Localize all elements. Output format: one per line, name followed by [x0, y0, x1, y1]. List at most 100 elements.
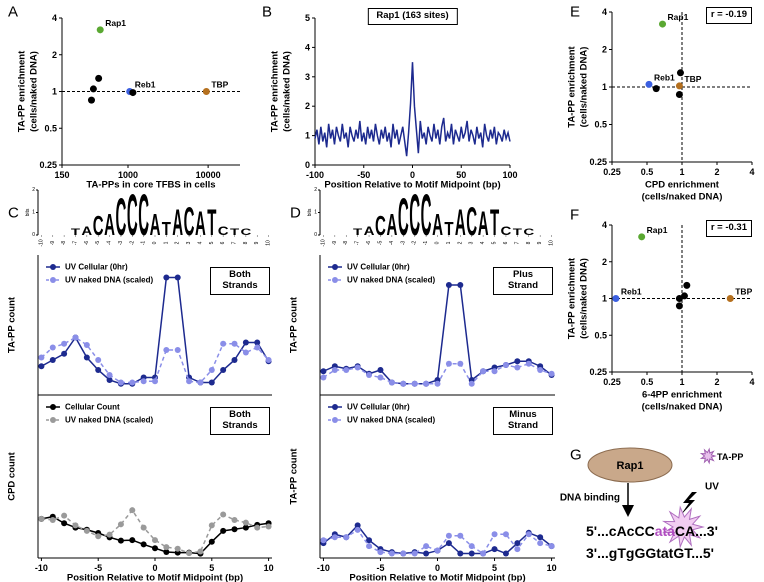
x-tick-label: 4	[197, 241, 203, 244]
point	[388, 550, 395, 557]
point	[231, 357, 238, 363]
point	[197, 548, 204, 555]
point	[140, 524, 147, 531]
annotation: r = -0.19	[705, 7, 752, 24]
logo-letter: C	[240, 227, 251, 237]
x-tick-label: 10	[266, 240, 272, 246]
point	[457, 550, 464, 557]
point	[400, 550, 407, 557]
x-tick-label: 4	[749, 377, 754, 387]
x-tick-label: -10	[35, 563, 48, 573]
y-axis-label: TA-PP enrichment	[567, 257, 578, 339]
point	[208, 538, 215, 545]
point	[72, 334, 79, 341]
x-tick-label: 0.25	[603, 377, 621, 387]
point	[106, 377, 113, 383]
y-tick-label: 2	[32, 187, 35, 193]
x-tick-label: -5	[94, 563, 102, 573]
point	[208, 522, 215, 529]
point	[468, 543, 475, 550]
point	[680, 292, 688, 300]
point	[514, 546, 521, 553]
point	[174, 545, 181, 552]
logo-letter: A	[150, 208, 161, 242]
y-tick-label: 2	[314, 187, 317, 193]
legend-label: UV Cellular (0hr)	[347, 263, 410, 272]
burst	[661, 505, 705, 549]
point	[445, 282, 452, 288]
x-tick-label: 5	[492, 241, 498, 244]
point	[208, 367, 215, 373]
x-tick-label: 5	[209, 241, 215, 244]
point	[377, 549, 384, 556]
x-tick-label: -1	[423, 241, 429, 246]
point	[61, 350, 68, 357]
point	[457, 532, 464, 539]
point	[83, 354, 90, 361]
x-tick-label: 3	[469, 241, 475, 244]
logo-letter: C	[127, 183, 138, 249]
legend-marker	[332, 264, 338, 270]
legend-marker	[50, 404, 56, 410]
x-tick-label: -8	[343, 241, 349, 246]
y-tick-label: 3	[305, 72, 310, 82]
y-axis-label: TA-PP enrichment	[567, 45, 578, 127]
x-tick-label: -5	[95, 241, 101, 246]
logo-letter: C	[218, 224, 229, 237]
point	[163, 347, 170, 353]
point	[726, 295, 734, 302]
y-tick-label: 0	[314, 232, 317, 238]
x-tick-label: 0	[435, 563, 440, 573]
x-tick-label: 5	[209, 563, 214, 573]
panel-label: E	[570, 4, 580, 21]
point	[675, 91, 683, 99]
strand-part: CA...3'	[675, 523, 718, 539]
point	[197, 379, 204, 386]
logo-letter: C	[409, 183, 420, 249]
legend-label: UV Cellular (0hr)	[65, 263, 128, 272]
point	[320, 368, 327, 375]
x-tick-label: 100	[502, 170, 517, 180]
y-tick-label: 4	[602, 7, 607, 17]
point	[423, 380, 430, 387]
point	[457, 360, 464, 367]
legend-label: UV naked DNA (scaled)	[347, 276, 436, 285]
point	[645, 80, 653, 88]
arrow-label: DNA binding	[560, 493, 620, 504]
x-tick-label: 4	[480, 241, 486, 244]
x-tick-label: 5	[492, 563, 497, 573]
x-tick-label: -10	[320, 239, 326, 246]
point	[354, 526, 361, 533]
legend-marker	[332, 277, 338, 283]
point	[675, 302, 683, 310]
point	[491, 531, 498, 538]
panel-label: G	[570, 447, 582, 464]
point	[117, 521, 124, 528]
x-tick-label: 2	[714, 167, 719, 177]
logo-letter: A	[432, 208, 443, 242]
x-tick-label: 10	[264, 563, 274, 573]
point	[548, 370, 555, 377]
strand-part: ata	[655, 523, 675, 539]
point	[331, 534, 338, 541]
logo-letter: C	[375, 210, 386, 241]
y-tick-label: 0	[32, 232, 35, 238]
y-tick-label: 5	[305, 13, 310, 23]
point	[186, 378, 193, 385]
point	[354, 364, 361, 371]
point-label: TBP	[684, 74, 701, 84]
point	[254, 344, 261, 351]
strand-bottom: 3'...gTgGGtatGT...5'	[586, 545, 714, 561]
legend-marker	[50, 264, 56, 270]
y-tick-label: 4	[602, 220, 607, 230]
point	[95, 367, 102, 373]
point	[83, 527, 90, 534]
point	[320, 537, 327, 544]
y-tick-label: 1	[314, 210, 317, 216]
point	[491, 368, 498, 375]
point	[87, 96, 95, 104]
logo-letter: A	[455, 201, 466, 243]
x-tick-label: -10	[317, 563, 330, 573]
x-tick-label: 2	[714, 377, 719, 387]
x-tick-label: -9	[50, 241, 56, 246]
